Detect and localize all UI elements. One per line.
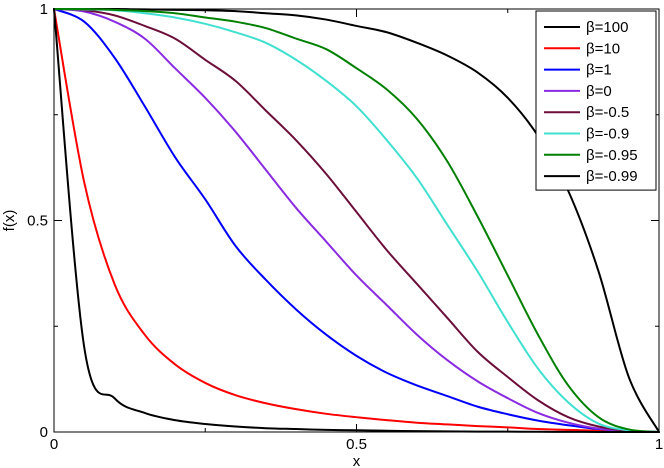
series-line-7: [53, 8, 660, 434]
legend-label: β=-0.95: [586, 147, 638, 164]
series-line-5: [53, 8, 660, 433]
legend-label: β=-0.5: [586, 104, 629, 121]
legend-box: [535, 10, 657, 191]
y-tick-label: 0.5: [27, 213, 48, 230]
legend-label: β=-0.99: [586, 168, 638, 185]
legend-label: β=-0.9: [586, 126, 629, 143]
series-line-2: [53, 8, 660, 433]
legend-label: β=10: [586, 40, 620, 57]
y-tick-label: 0: [40, 424, 48, 441]
x-tick-label: 0.5: [346, 436, 367, 453]
legend-label: β=0: [586, 83, 612, 100]
y-axis-label: f(x): [1, 210, 18, 232]
y-tick-label: 1: [40, 1, 48, 18]
series-layer: [53, 7, 660, 434]
x-axis-label: x: [353, 453, 361, 468]
x-tick-label: 1: [655, 436, 663, 453]
x-tick-label: 0: [50, 436, 58, 453]
axis-tick-labels: 0 0.5 1 0 0.5 1: [27, 1, 663, 453]
series-line-1: [53, 8, 660, 433]
legend-label: β=100: [586, 19, 628, 36]
legend-label: β=1: [586, 62, 612, 79]
legend: β=100 β=10 β=1 β=0 β=-0.5 β=-0.9 β=-0.95 β=-0.9…: [535, 10, 657, 191]
series-line-0: [53, 7, 660, 433]
series-line-4: [53, 8, 660, 433]
series-line-3: [53, 8, 660, 433]
series-line-6: [53, 7, 660, 433]
